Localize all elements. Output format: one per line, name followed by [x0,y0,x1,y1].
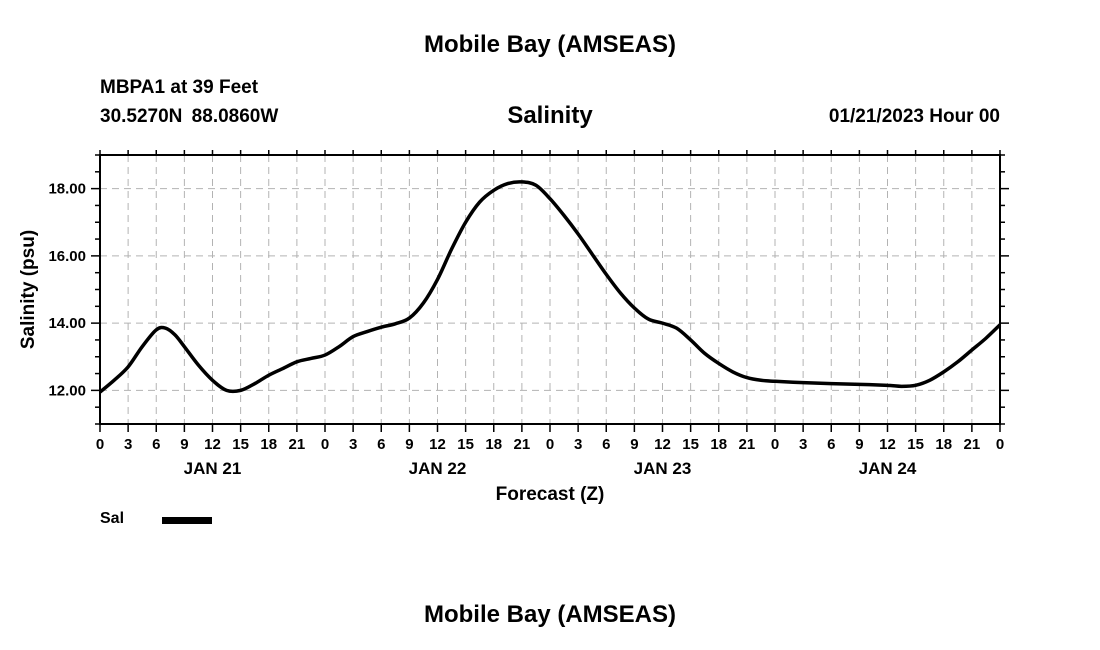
x-tick-label: 0 [996,436,1004,453]
day-label: JAN 23 [634,459,692,478]
legend-swatch [162,517,212,524]
x-tick-label: 12 [654,436,671,453]
x-tick-label: 12 [879,436,896,453]
x-tick-label: 0 [546,436,554,453]
x-tick-label: 15 [457,436,474,453]
day-label: JAN 22 [409,459,467,478]
y-tick-label: 18.00 [48,181,86,198]
x-tick-label: 18 [935,436,952,453]
y-tick-label: 12.00 [48,382,86,399]
x-tick-label: 9 [405,436,413,453]
coordinates-label: 30.5270N 88.0860W [100,106,279,127]
x-tick-label: 15 [907,436,924,453]
y-tick-label: 16.00 [48,248,86,265]
x-tick-label: 21 [514,436,531,453]
x-tick-label: 3 [124,436,132,453]
series-line-sal [98,180,1002,394]
x-tick-label: 6 [827,436,835,453]
x-tick-label: 3 [799,436,807,453]
y-tick-label: 14.00 [48,315,86,332]
x-tick-label: 12 [204,436,221,453]
forecast-datetime: 01/21/2023 Hour 00 [828,106,1000,127]
x-tick-label: 0 [321,436,329,453]
x-tick-label: 18 [485,436,502,453]
x-tick-label: 12 [429,436,446,453]
x-tick-label: 9 [855,436,863,453]
x-tick-label: 21 [289,436,306,453]
day-label: JAN 21 [184,459,242,478]
x-tick-label: 21 [964,436,981,453]
x-tick-label: 15 [682,436,699,453]
x-axis-title: Forecast (Z) [496,484,605,505]
x-tick-label: 9 [630,436,638,453]
bottom-title: Mobile Bay (AMSEAS) [423,601,677,628]
x-tick-label: 6 [602,436,610,453]
x-tick-label: 0 [771,436,779,453]
x-tick-label: 15 [232,436,249,453]
x-tick-label: 18 [710,436,727,453]
x-tick-label: 0 [96,436,104,453]
station-label: MBPA1 at 39 Feet [100,77,259,98]
x-tick-label: 18 [260,436,277,453]
day-label: JAN 24 [859,459,917,478]
chart-title: Mobile Bay (AMSEAS) [423,31,677,58]
x-tick-label: 3 [574,436,582,453]
legend-label: Sal [100,510,125,527]
x-tick-label: 21 [739,436,756,453]
x-tick-label: 6 [377,436,385,453]
chart-subtitle: Salinity [507,102,593,129]
x-tick-label: 6 [152,436,160,453]
y-axis-title: Salinity (psu) [18,230,39,349]
x-tick-label: 9 [180,436,188,453]
x-tick-label: 3 [349,436,357,453]
